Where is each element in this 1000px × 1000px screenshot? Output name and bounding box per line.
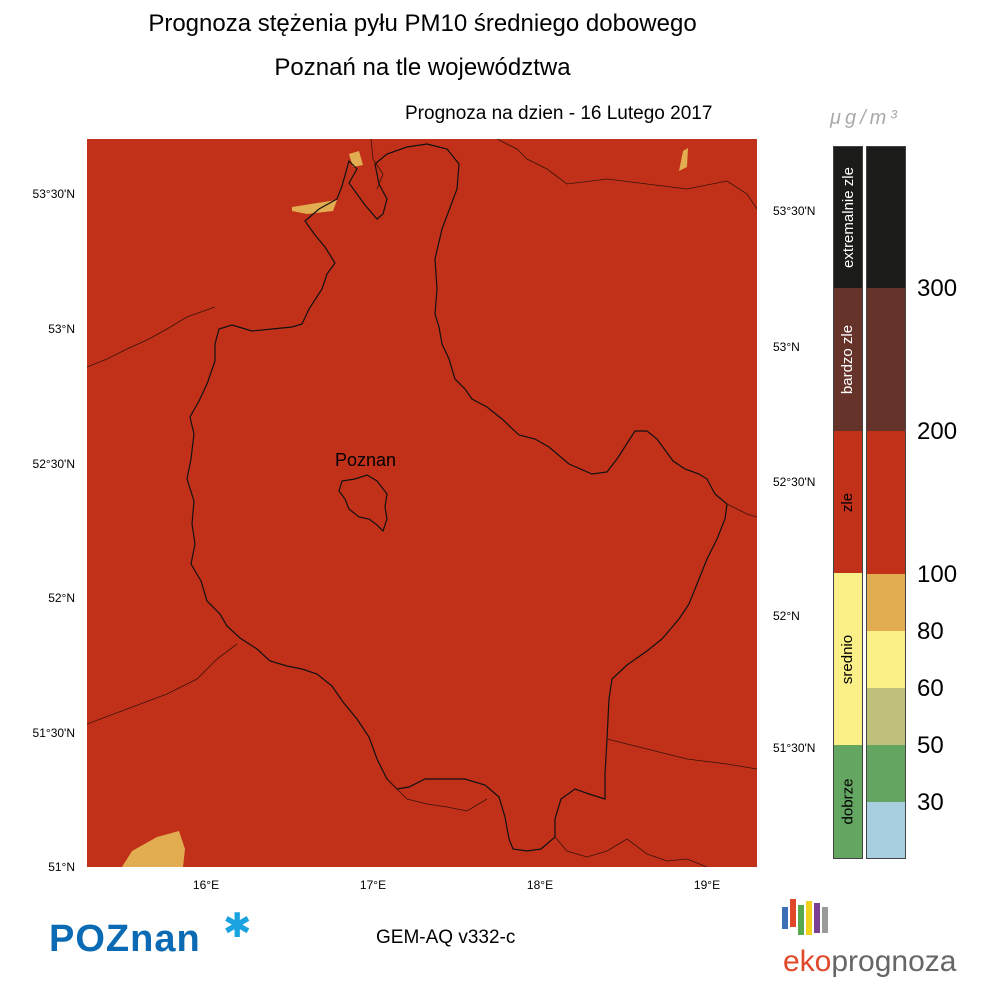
border-north: [370, 139, 384, 190]
lat-label-right: 52°N: [773, 609, 800, 623]
border-south-w: [386, 778, 488, 812]
lat-label-right: 51°30'N: [773, 741, 816, 755]
legend-category-extremalnie-zle: extremalnie zle: [833, 146, 863, 288]
lat-label-left: 53°30'N: [32, 187, 75, 201]
model-label: GEM-AQ v332-c: [376, 927, 516, 948]
border-se: [606, 738, 757, 770]
lon-label: 16°E: [192, 878, 220, 892]
patch-southwest: [122, 831, 185, 867]
border-nw: [87, 306, 216, 368]
patch-northeast: [679, 148, 688, 171]
city-label: Poznan: [335, 450, 397, 470]
lon-label: 17°E: [359, 878, 387, 892]
lon-label: 18°E: [526, 878, 554, 892]
legend-swatch: [866, 146, 906, 288]
legend-category-srednio: srednio: [833, 573, 863, 745]
legend-swatch: [866, 802, 906, 859]
map-title: Prognoza stężenia pyłu PM10 średniego do…: [148, 10, 697, 37]
eko-logo-part: eko: [783, 945, 832, 978]
lat-label-right: 52°30'N: [773, 475, 816, 489]
legend-tick: 80: [917, 618, 944, 645]
legend-tick: 30: [917, 789, 944, 816]
map-subtitle: Poznań na tle województwa: [274, 54, 571, 81]
legend-swatch: [866, 745, 906, 802]
patch-north-2: [292, 200, 337, 214]
legend-swatch: [866, 431, 906, 574]
ekoprognoza-logo-icon: [782, 899, 828, 935]
poznan-boundary: [338, 474, 388, 533]
border-sw: [87, 643, 238, 725]
border-south-e: [554, 836, 708, 867]
pm10-map: [87, 139, 757, 867]
lat-label-left: 52°N: [48, 591, 75, 605]
legend-category-dobrze: dobrze: [833, 745, 863, 859]
border-east: [726, 503, 757, 518]
legend-category-label: bardzo zle: [839, 324, 857, 395]
legend-swatch: [866, 631, 906, 688]
lat-label-right: 53°30'N: [773, 204, 816, 218]
legend-category-label: srednio: [839, 634, 857, 684]
legend-swatch: [866, 288, 906, 431]
lat-label-left: 52°30'N: [32, 457, 75, 471]
forecast-date: Prognoza na dzien - 16 Lutego 2017: [405, 103, 713, 124]
poznan-star-icon: ✱: [223, 907, 252, 945]
prognoza-logo-part: prognoza: [831, 945, 957, 978]
patch-north-1: [349, 151, 363, 167]
lat-label-right: 53°N: [773, 340, 800, 354]
lon-label: 19°E: [693, 878, 721, 892]
legend-tick: 300: [917, 275, 958, 302]
lat-label-left: 53°N: [48, 322, 75, 336]
map-svg: [87, 139, 757, 867]
legend-category-label: extremalnie zle: [839, 167, 857, 268]
legend-tick: 100: [917, 561, 958, 588]
legend-category-zle: zle: [833, 431, 863, 573]
legend-tick: 60: [917, 675, 944, 702]
lat-label-left: 51°N: [48, 860, 75, 874]
legend-tick: 50: [917, 732, 944, 759]
ekoprognoza-logo: ekoprognoza: [783, 945, 956, 979]
lat-label-left: 51°30'N: [32, 726, 75, 740]
unit-label: μg/m³: [830, 107, 901, 129]
border-ne: [496, 139, 757, 210]
legend-tick: 200: [917, 418, 958, 445]
legend-swatch: [866, 574, 906, 631]
legend-category-label: zle: [839, 492, 857, 512]
poznan-logo: POZnan: [49, 918, 201, 960]
legend-category-bardzo-zle: bardzo zle: [833, 288, 863, 431]
legend-swatch: [866, 688, 906, 745]
voivodeship-boundary: [186, 143, 728, 852]
legend-category-label: dobrze: [839, 778, 857, 825]
